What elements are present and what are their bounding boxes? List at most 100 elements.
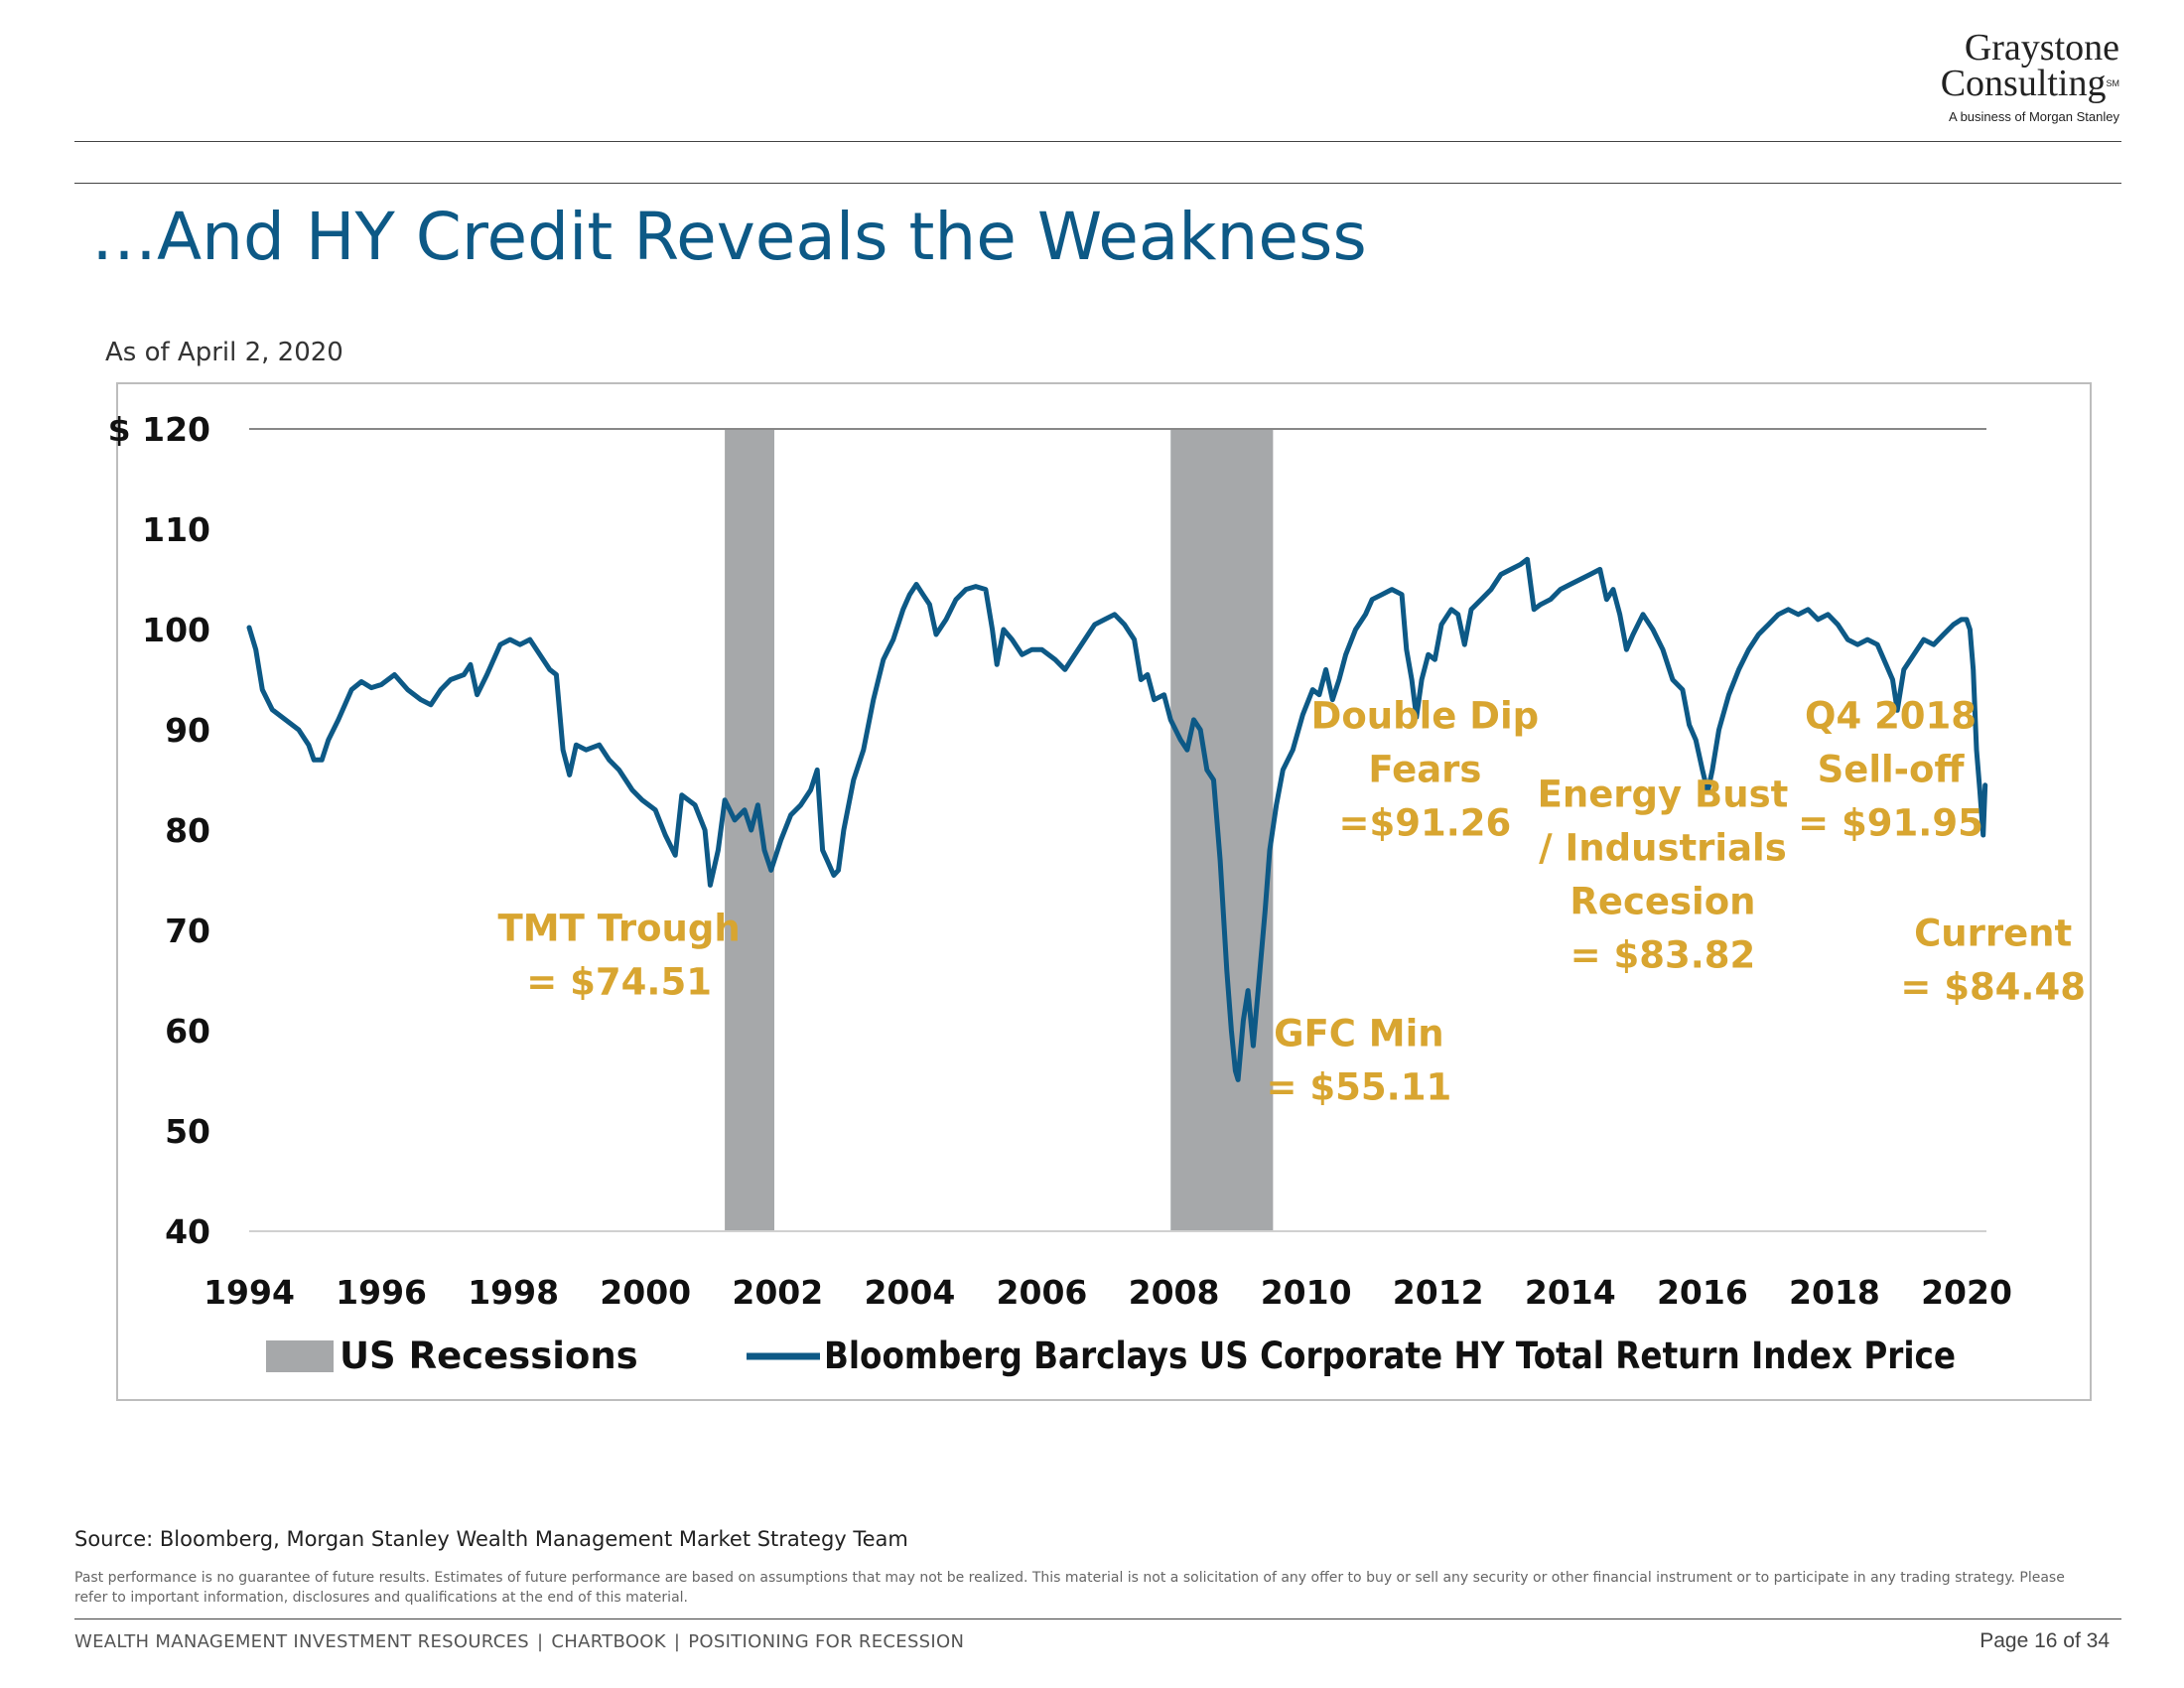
hy-index-point: [350, 689, 352, 691]
hy-index-point: [1579, 578, 1581, 581]
hy-index-point: [1186, 749, 1188, 751]
hy-index-point: [308, 744, 310, 746]
as-of-date: As of April 2, 2020: [105, 338, 343, 367]
x-tick-label: 2006: [997, 1273, 1088, 1312]
hy-index-point: [1179, 739, 1181, 741]
hy-index-point: [1605, 599, 1607, 601]
hy-index-point: [1625, 648, 1627, 650]
hy-index-point: [1953, 624, 1955, 626]
hy-index-point: [1560, 589, 1562, 591]
hy-index-point: [1737, 668, 1740, 671]
hy-index-point: [1526, 558, 1529, 560]
hy-index-point: [1331, 699, 1333, 701]
legend-recession-swatch: [266, 1340, 334, 1372]
header-rule-bottom: [74, 183, 2121, 184]
hy-index-point: [1727, 694, 1730, 696]
hy-index-point: [1104, 619, 1106, 621]
logo-tagline: A business of Morgan Stanley: [1949, 109, 2119, 124]
y-tick-label: 50: [165, 1112, 210, 1151]
hy-index-point: [430, 704, 432, 706]
hy-index-point: [1923, 638, 1925, 640]
hy-index-point: [539, 653, 541, 655]
hy-index-point: [1421, 678, 1423, 681]
hy-index-point: [790, 814, 792, 816]
hy-index-point: [549, 668, 551, 671]
hy-index-point: [1252, 1045, 1254, 1047]
hy-index-point: [853, 778, 855, 781]
hy-index-point: [1612, 589, 1614, 591]
hy-index-point: [1982, 834, 1984, 836]
chart-annotation: TMT Trough: [498, 907, 741, 949]
hy-index-point: [1976, 749, 1978, 751]
hy-index-point: [654, 809, 656, 811]
hy-index-point: [1463, 643, 1465, 645]
x-tick-label: 2016: [1657, 1273, 1748, 1312]
hy-index-point: [370, 687, 372, 689]
hy-index-point: [1500, 573, 1502, 576]
hy-index-point: [585, 749, 588, 751]
hy-index-point: [674, 854, 676, 856]
hy-index-point: [1550, 599, 1552, 601]
hy-index-point: [843, 829, 845, 831]
footer-section-positioning: POSITIONING FOR RECESSION: [688, 1631, 965, 1652]
hy-index-point: [499, 643, 501, 645]
chart-annotation: Q4 2018: [1805, 694, 1977, 737]
recession-band-2: [1170, 429, 1274, 1231]
hy-index-point: [519, 643, 521, 645]
hy-index-point: [1470, 609, 1472, 611]
hy-index-point: [694, 804, 696, 806]
hy-index-point: [1259, 969, 1261, 972]
hy-index-point: [463, 673, 465, 676]
x-tick-label: 2000: [600, 1273, 691, 1312]
hy-index-point: [529, 638, 531, 640]
hy-index-point: [1292, 749, 1294, 751]
hy-index-point: [1533, 609, 1535, 611]
hy-index-point: [965, 589, 967, 591]
hy-index-point: [1866, 638, 1868, 640]
hy-index-point: [922, 594, 924, 596]
hy-index-point: [248, 627, 250, 629]
hy-index-point: [1311, 689, 1313, 691]
x-tick-label: 2014: [1525, 1273, 1616, 1312]
hy-index-point: [1364, 614, 1367, 616]
page-number: Page 16 of 34: [1979, 1629, 2110, 1652]
hy-index-chart: $ 120 110 100 90 80 70 60 50 40 1994 1996 1998 2000 2…: [108, 410, 2086, 1377]
hy-index-point: [255, 648, 257, 650]
hy-index-point: [945, 619, 947, 621]
hy-index-point: [1711, 769, 1713, 772]
hy-index-point: [1345, 653, 1347, 655]
hy-index-point: [863, 749, 865, 751]
hy-index-point: [1757, 633, 1759, 635]
hy-index-point: [261, 689, 263, 691]
hy-index-point: [380, 683, 382, 686]
hy-index-point: [1134, 638, 1136, 640]
hy-index-point: [407, 689, 409, 691]
hy-index-point: [1510, 568, 1512, 571]
hy-index-point: [1169, 719, 1171, 721]
hy-index-point: [420, 699, 422, 701]
hy-index-point: [928, 604, 931, 606]
hy-index-point: [1943, 633, 1945, 635]
hy-index-point: [1440, 624, 1442, 626]
hy-index-point: [1913, 653, 1915, 655]
hy-index-point: [1632, 633, 1634, 635]
hy-index-point: [562, 749, 564, 751]
hy-index-point: [1325, 668, 1327, 671]
chart-annotation: Energy Bust: [1538, 773, 1789, 815]
y-tick-label: 70: [165, 912, 210, 950]
hy-index-point: [915, 583, 917, 586]
logo-line-2: ConsultingSM: [1941, 65, 2119, 102]
hy-index-point: [1003, 629, 1005, 631]
hy-index-point: [1689, 724, 1691, 726]
hy-index-point: [1230, 1030, 1232, 1032]
hy-index-point: [1896, 709, 1898, 711]
source-note: Source: Bloomberg, Morgan Stanley Wealth…: [74, 1527, 908, 1551]
hy-index-point: [1318, 694, 1320, 696]
x-tick-label: 1996: [336, 1273, 427, 1312]
x-tick-label: 2010: [1261, 1273, 1352, 1312]
hy-index-point: [1589, 573, 1591, 576]
hy-index-point: [1401, 594, 1403, 596]
hy-index-point: [569, 774, 571, 776]
hy-index-point: [1226, 969, 1228, 972]
hy-index-point: [1973, 668, 1975, 671]
